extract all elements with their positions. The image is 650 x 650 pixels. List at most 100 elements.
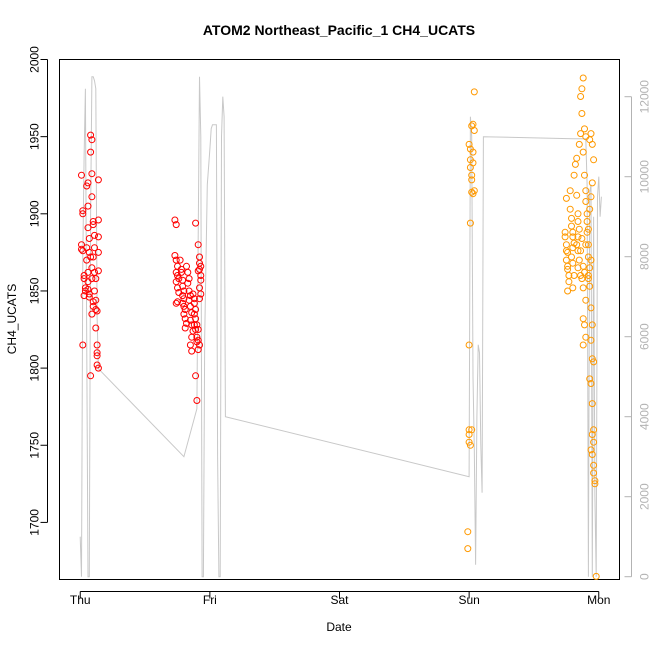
y-axis-label: CH4_UCATS bbox=[5, 284, 19, 354]
data-point bbox=[91, 244, 98, 252]
data-point bbox=[579, 148, 587, 156]
data-point bbox=[464, 545, 472, 553]
data-point bbox=[573, 154, 581, 162]
data-point bbox=[582, 198, 590, 205]
data-point bbox=[581, 268, 588, 276]
data-point bbox=[172, 299, 180, 307]
y2-tick-label: 10000 bbox=[638, 160, 650, 194]
y-tick-label: 1750 bbox=[28, 432, 42, 459]
data-point bbox=[587, 380, 595, 387]
data-point bbox=[579, 315, 587, 323]
data-point bbox=[88, 193, 96, 201]
data-point bbox=[568, 222, 575, 230]
data-point bbox=[188, 333, 196, 341]
data-point bbox=[94, 364, 102, 372]
chart-title: ATOM2 Northeast_Pacific_1 CH4_UCATS bbox=[203, 22, 475, 38]
y-axis-left: 1700 1750 1800 1850 1900 1950 2000 bbox=[28, 46, 48, 536]
data-point bbox=[194, 241, 202, 249]
y2-tick-label: 12000 bbox=[638, 80, 650, 114]
data-point bbox=[591, 477, 599, 485]
x-tick-label: Mon bbox=[587, 593, 610, 607]
data-point bbox=[584, 241, 592, 249]
data-point bbox=[583, 218, 591, 225]
data-point bbox=[181, 324, 189, 332]
x-tick-label: Sun bbox=[458, 593, 479, 607]
data-point bbox=[194, 346, 202, 354]
data-point bbox=[578, 235, 586, 242]
data-point bbox=[192, 306, 200, 313]
data-point bbox=[94, 176, 102, 184]
data-point bbox=[574, 218, 582, 225]
y-tick-label: 1900 bbox=[28, 200, 42, 227]
data-point bbox=[561, 233, 569, 241]
y2-tick-label: 6000 bbox=[638, 323, 650, 350]
x-tick-label: Sat bbox=[330, 593, 349, 607]
data-point bbox=[581, 321, 588, 329]
data-point bbox=[587, 336, 595, 344]
data-point bbox=[88, 310, 96, 318]
data-point bbox=[181, 306, 189, 313]
data-point bbox=[92, 275, 100, 283]
data-point bbox=[570, 171, 578, 179]
data-point bbox=[83, 182, 91, 190]
data-point bbox=[573, 191, 581, 199]
data-point bbox=[84, 179, 92, 187]
data-point bbox=[466, 219, 474, 227]
data-point bbox=[579, 341, 587, 349]
data-point bbox=[568, 214, 575, 222]
data-point bbox=[588, 400, 596, 408]
data-point bbox=[85, 235, 93, 242]
data-point bbox=[79, 207, 87, 215]
data-point bbox=[180, 310, 188, 318]
data-point bbox=[470, 127, 478, 134]
data-point bbox=[186, 341, 194, 349]
data-point bbox=[564, 287, 572, 295]
y-tick-label: 1700 bbox=[28, 509, 42, 536]
x-axis: Thu Fri Sat Sun Mon bbox=[70, 591, 610, 607]
data-point bbox=[575, 256, 583, 264]
data-point bbox=[587, 304, 595, 312]
data-point bbox=[184, 268, 192, 276]
data-point bbox=[591, 480, 599, 488]
data-point bbox=[171, 216, 179, 224]
data-point bbox=[579, 74, 587, 82]
data-point bbox=[94, 267, 102, 275]
x-tick-label: Thu bbox=[70, 593, 91, 607]
data-point bbox=[584, 225, 592, 233]
data-point bbox=[172, 221, 180, 229]
data-point bbox=[88, 275, 96, 283]
data-point bbox=[84, 224, 92, 232]
data-point bbox=[566, 205, 574, 213]
data-point bbox=[189, 290, 197, 298]
data-point bbox=[574, 247, 582, 255]
data-point bbox=[188, 347, 196, 355]
data-point bbox=[176, 256, 184, 264]
data-point bbox=[93, 341, 101, 349]
data-point bbox=[587, 130, 595, 138]
data-point bbox=[179, 299, 187, 307]
data-point bbox=[87, 372, 95, 380]
data-point bbox=[571, 160, 579, 168]
data-point bbox=[469, 148, 477, 156]
data-point bbox=[468, 426, 476, 434]
data-point bbox=[566, 187, 574, 195]
y2-tick-label: 4000 bbox=[638, 403, 650, 430]
data-point bbox=[564, 262, 572, 270]
data-point bbox=[174, 298, 181, 306]
data-point bbox=[192, 219, 200, 227]
data-point bbox=[185, 275, 193, 283]
data-point bbox=[584, 272, 592, 279]
data-point bbox=[172, 268, 180, 276]
data-point bbox=[586, 264, 594, 272]
data-point bbox=[465, 438, 473, 446]
data-point bbox=[192, 326, 200, 333]
data-point bbox=[464, 528, 472, 536]
data-point bbox=[588, 321, 596, 329]
data-point bbox=[184, 279, 192, 287]
data-point bbox=[575, 140, 583, 148]
data-point bbox=[88, 170, 96, 178]
data-point bbox=[562, 247, 570, 255]
y-tick-label: 2000 bbox=[28, 46, 42, 73]
data-point bbox=[587, 446, 595, 454]
x-tick-label: Fri bbox=[203, 593, 217, 607]
